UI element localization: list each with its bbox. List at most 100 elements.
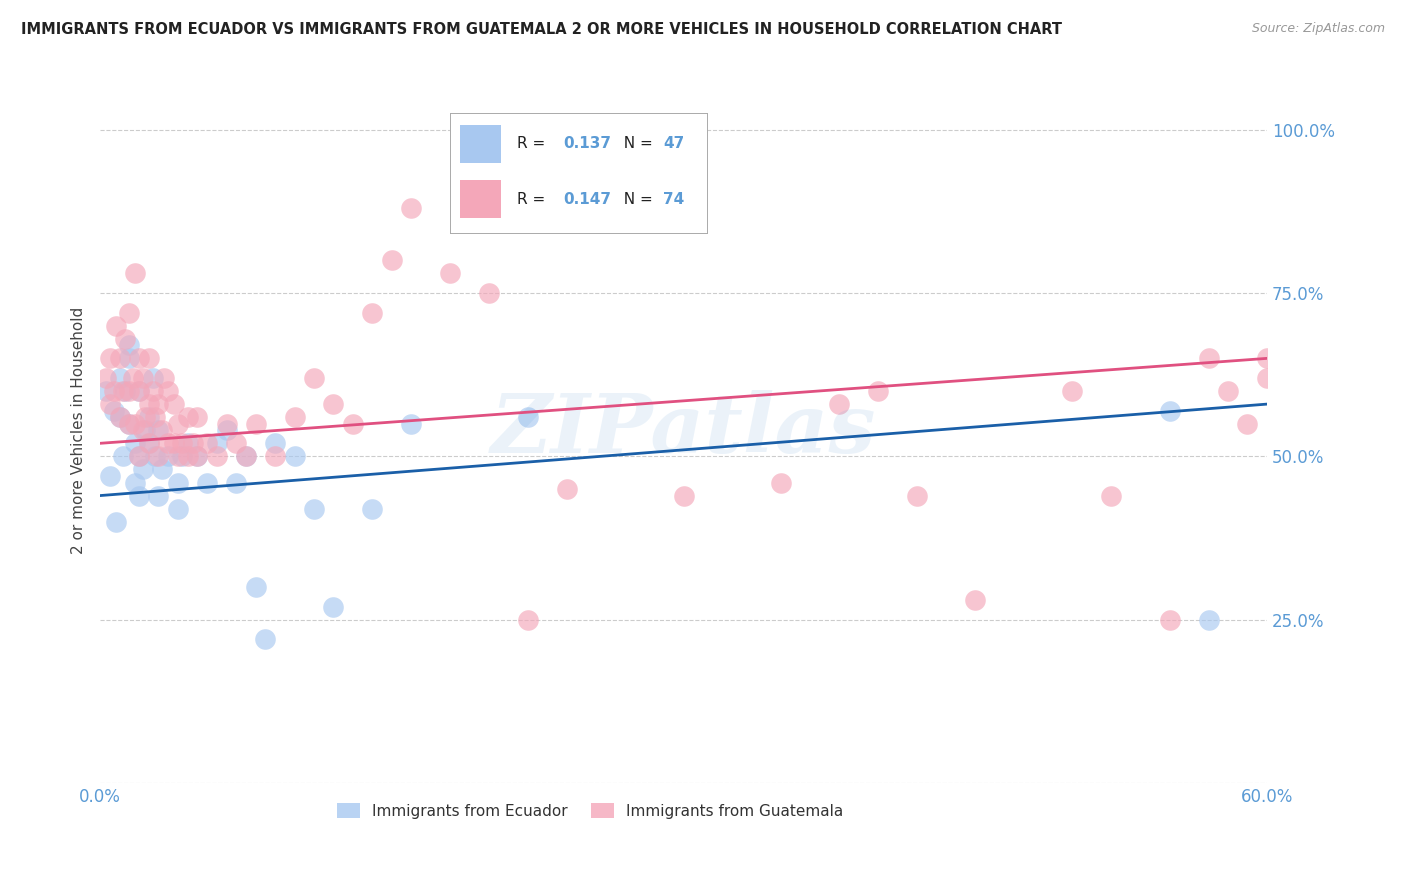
- Point: [157, 384, 180, 398]
- Point: [167, 501, 190, 516]
- Point: [302, 371, 325, 385]
- Point: [138, 436, 160, 450]
- Point: [163, 397, 186, 411]
- Point: [672, 489, 695, 503]
- Point: [245, 417, 267, 431]
- Point: [167, 450, 190, 464]
- Point: [322, 599, 344, 614]
- Point: [167, 475, 190, 490]
- Point: [148, 423, 170, 437]
- Point: [264, 450, 287, 464]
- Point: [1099, 489, 1122, 503]
- Point: [134, 410, 156, 425]
- Point: [170, 450, 193, 464]
- Point: [124, 267, 146, 281]
- Point: [1198, 351, 1220, 366]
- Point: [195, 436, 218, 450]
- Point: [142, 384, 165, 398]
- Point: [225, 436, 247, 450]
- Point: [124, 436, 146, 450]
- Point: [104, 515, 127, 529]
- Text: Source: ZipAtlas.com: Source: ZipAtlas.com: [1251, 22, 1385, 36]
- Point: [1159, 613, 1181, 627]
- Point: [148, 397, 170, 411]
- Point: [284, 450, 307, 464]
- Point: [138, 397, 160, 411]
- Point: [132, 462, 155, 476]
- Point: [128, 450, 150, 464]
- Point: [108, 410, 131, 425]
- Point: [235, 450, 257, 464]
- Point: [98, 469, 121, 483]
- Point: [128, 384, 150, 398]
- Point: [118, 417, 141, 431]
- Point: [122, 371, 145, 385]
- Point: [1216, 384, 1239, 398]
- Point: [157, 436, 180, 450]
- Point: [132, 371, 155, 385]
- Point: [401, 417, 423, 431]
- Point: [153, 371, 176, 385]
- Point: [128, 489, 150, 503]
- Point: [342, 417, 364, 431]
- Point: [866, 384, 889, 398]
- Point: [176, 436, 198, 450]
- Point: [143, 450, 166, 464]
- Point: [150, 462, 173, 476]
- Point: [555, 482, 578, 496]
- Point: [186, 450, 208, 464]
- Point: [215, 417, 238, 431]
- Point: [1256, 371, 1278, 385]
- Point: [138, 410, 160, 425]
- Point: [98, 351, 121, 366]
- Point: [828, 397, 851, 411]
- Point: [103, 384, 125, 398]
- Point: [965, 593, 987, 607]
- Point: [245, 580, 267, 594]
- Point: [94, 371, 117, 385]
- Point: [905, 489, 928, 503]
- Point: [225, 475, 247, 490]
- Point: [284, 410, 307, 425]
- Point: [112, 450, 135, 464]
- Point: [183, 436, 205, 450]
- Point: [128, 351, 150, 366]
- Point: [1159, 403, 1181, 417]
- Point: [186, 450, 208, 464]
- Point: [176, 450, 198, 464]
- Text: IMMIGRANTS FROM ECUADOR VS IMMIGRANTS FROM GUATEMALA 2 OR MORE VEHICLES IN HOUSE: IMMIGRANTS FROM ECUADOR VS IMMIGRANTS FR…: [21, 22, 1062, 37]
- Point: [439, 267, 461, 281]
- Point: [215, 423, 238, 437]
- Point: [124, 417, 146, 431]
- Y-axis label: 2 or more Vehicles in Household: 2 or more Vehicles in Household: [72, 307, 86, 554]
- Point: [112, 384, 135, 398]
- Point: [1256, 351, 1278, 366]
- Point: [769, 475, 792, 490]
- Point: [134, 423, 156, 437]
- Point: [302, 501, 325, 516]
- Point: [138, 436, 160, 450]
- Point: [148, 450, 170, 464]
- Point: [150, 423, 173, 437]
- Point: [1062, 384, 1084, 398]
- Point: [108, 410, 131, 425]
- Point: [128, 384, 150, 398]
- Point: [235, 450, 257, 464]
- Point: [195, 475, 218, 490]
- Point: [108, 371, 131, 385]
- Point: [1236, 417, 1258, 431]
- Point: [118, 351, 141, 366]
- Point: [254, 632, 277, 647]
- Point: [176, 410, 198, 425]
- Point: [128, 450, 150, 464]
- Point: [186, 410, 208, 425]
- Legend: Immigrants from Ecuador, Immigrants from Guatemala: Immigrants from Ecuador, Immigrants from…: [330, 797, 849, 825]
- Point: [124, 475, 146, 490]
- Point: [264, 436, 287, 450]
- Point: [1198, 613, 1220, 627]
- Point: [148, 489, 170, 503]
- Point: [143, 410, 166, 425]
- Point: [205, 436, 228, 450]
- Point: [114, 384, 136, 398]
- Point: [516, 613, 538, 627]
